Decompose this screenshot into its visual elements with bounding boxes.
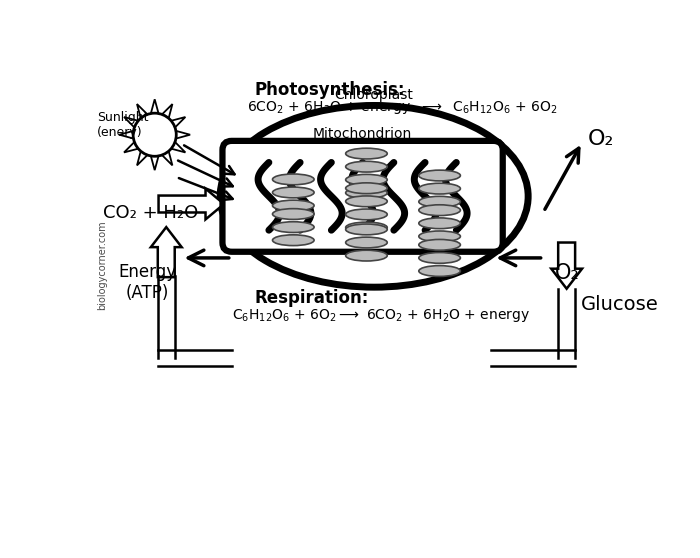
- Ellipse shape: [419, 183, 461, 194]
- Ellipse shape: [419, 170, 461, 181]
- Ellipse shape: [346, 237, 387, 248]
- Text: C$_6$H$_{12}$O$_6$ + 6O$_2\longrightarrow$ 6CO$_2$ + 6H$_2$O + energy: C$_6$H$_{12}$O$_6$ + 6O$_2\longrightarro…: [232, 307, 530, 324]
- Polygon shape: [176, 131, 190, 138]
- Ellipse shape: [272, 209, 314, 219]
- Text: CO₂ + H₂O: CO₂ + H₂O: [103, 204, 198, 222]
- Text: biologycorner.com: biologycorner.com: [97, 221, 107, 310]
- Bar: [164, 349, 234, 367]
- Ellipse shape: [419, 218, 461, 229]
- Ellipse shape: [272, 174, 314, 185]
- Ellipse shape: [419, 205, 461, 215]
- Text: O₂: O₂: [555, 263, 580, 283]
- Ellipse shape: [346, 196, 387, 206]
- Ellipse shape: [346, 250, 387, 261]
- Ellipse shape: [419, 253, 461, 263]
- Ellipse shape: [272, 222, 314, 233]
- Ellipse shape: [346, 148, 387, 159]
- Text: Glucose: Glucose: [580, 295, 658, 314]
- Text: 6CO$_2$ + 6H$_2$O + energy  $\longrightarrow$  C$_6$H$_{12}$O$_6$ + 6O$_2$: 6CO$_2$ + 6H$_2$O + energy $\longrightar…: [247, 99, 557, 116]
- Bar: [491, 349, 568, 367]
- Ellipse shape: [346, 161, 387, 172]
- FancyBboxPatch shape: [223, 141, 503, 252]
- Polygon shape: [150, 99, 159, 113]
- Polygon shape: [444, 205, 494, 234]
- Ellipse shape: [346, 224, 387, 235]
- Text: Mitochondrion: Mitochondrion: [313, 127, 412, 141]
- Text: Photosynthesis:: Photosynthesis:: [255, 81, 405, 99]
- Ellipse shape: [419, 231, 461, 242]
- Polygon shape: [162, 104, 172, 118]
- Text: O₂: O₂: [588, 128, 615, 148]
- Ellipse shape: [419, 196, 461, 207]
- Ellipse shape: [272, 187, 314, 198]
- Text: Chloroplast: Chloroplast: [335, 88, 414, 102]
- Ellipse shape: [419, 266, 461, 276]
- Polygon shape: [137, 104, 148, 118]
- Ellipse shape: [346, 222, 387, 233]
- Bar: [158, 275, 175, 358]
- Ellipse shape: [346, 209, 387, 220]
- Ellipse shape: [346, 174, 387, 185]
- Ellipse shape: [346, 187, 387, 198]
- Polygon shape: [162, 151, 172, 165]
- Ellipse shape: [419, 239, 461, 250]
- Polygon shape: [158, 189, 224, 219]
- Bar: [558, 288, 575, 358]
- Ellipse shape: [272, 235, 314, 246]
- Polygon shape: [552, 243, 582, 288]
- Ellipse shape: [272, 200, 314, 211]
- Polygon shape: [124, 117, 139, 127]
- Ellipse shape: [220, 105, 528, 287]
- Polygon shape: [119, 131, 134, 138]
- Polygon shape: [151, 227, 182, 277]
- Text: Sunlight
(enery): Sunlight (enery): [97, 112, 148, 140]
- Polygon shape: [171, 117, 186, 127]
- Text: Respiration:: Respiration:: [255, 289, 369, 307]
- Ellipse shape: [346, 183, 387, 194]
- Polygon shape: [124, 142, 139, 152]
- Polygon shape: [150, 156, 159, 170]
- Circle shape: [133, 113, 176, 156]
- Text: Energy
(ATP): Energy (ATP): [118, 263, 176, 302]
- Polygon shape: [137, 151, 148, 165]
- Polygon shape: [171, 142, 186, 152]
